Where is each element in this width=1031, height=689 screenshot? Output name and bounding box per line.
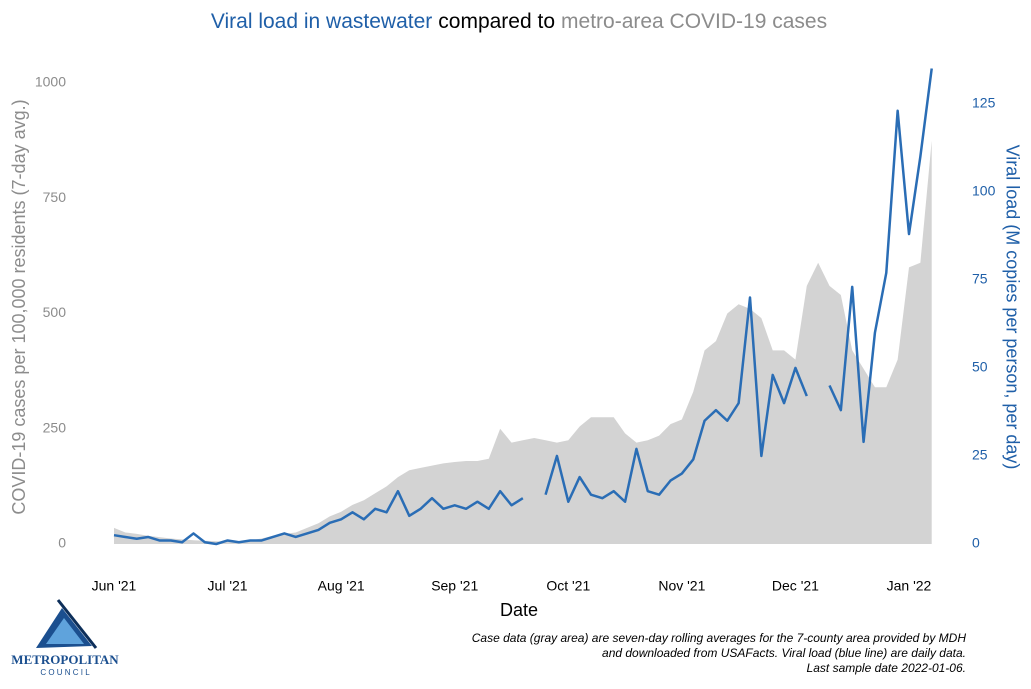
- y2-tick-label: 50: [972, 359, 988, 375]
- case-area: [114, 140, 932, 545]
- x-tick-label: Jan '22: [887, 578, 932, 594]
- logo-name: METROPOLITAN: [11, 652, 119, 667]
- y2-axis-label: Viral load (M copies per person, per day…: [1002, 145, 1022, 470]
- footnote: and downloaded from USAFacts. Viral load…: [602, 646, 966, 660]
- x-tick-label: Nov '21: [658, 578, 705, 594]
- title-part: compared to: [438, 10, 555, 33]
- y-axis-label: COVID-19 cases per 100,000 residents (7-…: [9, 99, 29, 514]
- y2-tick-label: 125: [972, 94, 996, 110]
- footnote: Last sample date 2022-01-06.: [807, 661, 966, 675]
- viral-load-line: [113, 68, 933, 546]
- x-tick-label: Dec '21: [772, 578, 819, 594]
- x-tick-label: Oct '21: [546, 578, 590, 594]
- x-tick-label: Sep '21: [431, 578, 478, 594]
- y-tick-label: 1000: [35, 74, 66, 90]
- x-tick-label: Jul '21: [208, 578, 248, 594]
- y2-tick-label: 100: [972, 182, 996, 198]
- y2-tick-label: 75: [972, 271, 988, 287]
- y2-tick-label: 25: [972, 447, 988, 463]
- x-tick-label: Aug '21: [318, 578, 365, 594]
- y-tick-label: 0: [58, 535, 66, 551]
- title-part: metro-area COVID-19 cases: [561, 10, 827, 33]
- y-tick-label: 750: [43, 189, 67, 205]
- footnote: Case data (gray area) are seven-day roll…: [472, 631, 967, 645]
- logo-sub: C O U N C I L: [40, 668, 90, 677]
- y-tick-label: 250: [43, 419, 67, 435]
- y2-tick-label: 0: [972, 535, 980, 551]
- y-tick-label: 500: [43, 304, 67, 320]
- logo: METROPOLITAN C O U N C I L: [11, 599, 119, 677]
- x-axis-label: Date: [500, 600, 538, 620]
- title-part: Viral load in wastewater: [211, 10, 432, 33]
- chart-title: Viral load in wastewater compared to metro…: [211, 10, 827, 33]
- x-tick-label: Jun '21: [92, 578, 137, 594]
